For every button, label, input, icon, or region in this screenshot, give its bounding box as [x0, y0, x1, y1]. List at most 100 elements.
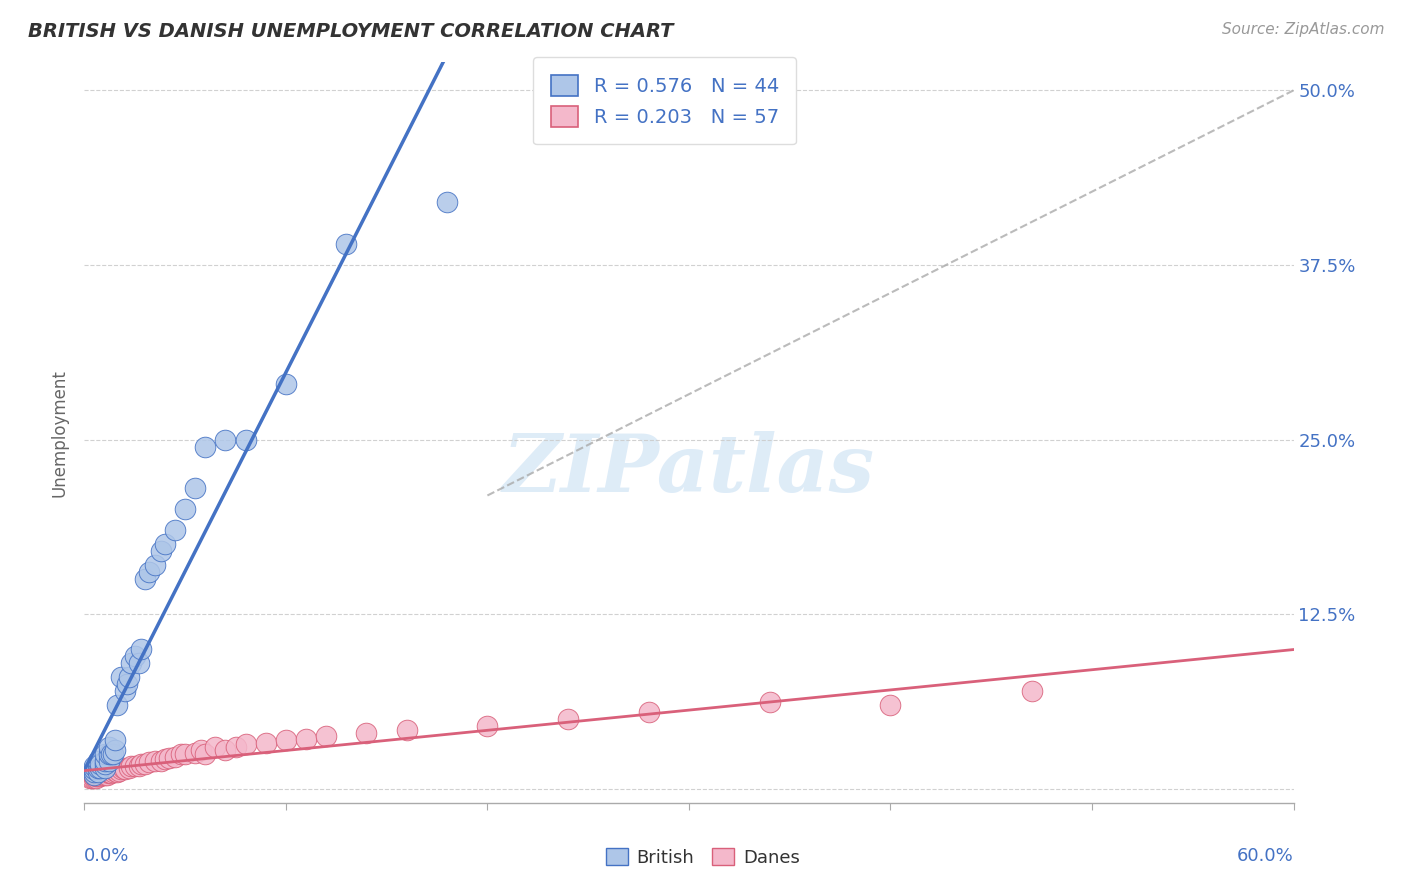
- Point: [93, 747, 115, 761]
- Point: [89, 756, 111, 771]
- Point: [165, 524, 187, 538]
- Point: [86, 771, 108, 785]
- Point: [138, 566, 160, 580]
- Point: [190, 742, 212, 756]
- Point: [225, 739, 247, 754]
- Point: [79, 771, 101, 785]
- Point: [143, 754, 166, 768]
- Point: [879, 698, 901, 712]
- Point: [86, 769, 108, 783]
- Point: [214, 742, 236, 756]
- Point: [87, 765, 110, 780]
- Point: [87, 756, 110, 771]
- Point: [138, 756, 160, 770]
- Point: [143, 558, 166, 573]
- Point: [174, 747, 197, 761]
- Point: [129, 756, 152, 771]
- Point: [153, 752, 176, 766]
- Point: [174, 502, 197, 516]
- Point: [89, 769, 111, 783]
- Point: [93, 756, 115, 771]
- Point: [114, 684, 136, 698]
- Point: [111, 761, 134, 775]
- Point: [1021, 684, 1043, 698]
- Point: [82, 771, 104, 785]
- Point: [118, 761, 141, 775]
- Point: [128, 759, 150, 773]
- Point: [83, 762, 105, 776]
- Legend: British, Danes: British, Danes: [599, 841, 807, 874]
- Point: [120, 759, 142, 773]
- Point: [149, 544, 172, 558]
- Point: [83, 765, 105, 780]
- Point: [315, 729, 337, 743]
- Point: [170, 747, 193, 761]
- Point: [194, 747, 217, 761]
- Point: [557, 712, 579, 726]
- Point: [110, 762, 132, 776]
- Point: [184, 746, 207, 760]
- Point: [93, 761, 115, 775]
- Point: [235, 433, 257, 447]
- Point: [93, 766, 115, 780]
- Point: [101, 747, 124, 761]
- Point: [149, 754, 172, 768]
- Point: [107, 764, 129, 778]
- Point: [87, 768, 110, 782]
- Point: [100, 766, 122, 780]
- Point: [104, 762, 127, 776]
- Point: [120, 656, 142, 670]
- Point: [134, 756, 156, 771]
- Point: [104, 764, 127, 778]
- Point: [110, 670, 132, 684]
- Point: [356, 726, 378, 740]
- Text: Source: ZipAtlas.com: Source: ZipAtlas.com: [1222, 22, 1385, 37]
- Text: BRITISH VS DANISH UNEMPLOYMENT CORRELATION CHART: BRITISH VS DANISH UNEMPLOYMENT CORRELATI…: [28, 22, 673, 41]
- Y-axis label: Unemployment: Unemployment: [51, 368, 69, 497]
- Text: 0.0%: 0.0%: [84, 847, 129, 865]
- Point: [100, 747, 122, 761]
- Point: [97, 766, 120, 780]
- Point: [637, 705, 659, 719]
- Point: [93, 768, 115, 782]
- Point: [395, 723, 418, 738]
- Point: [254, 736, 277, 750]
- Point: [758, 695, 780, 709]
- Point: [153, 537, 176, 551]
- Point: [157, 751, 180, 765]
- Point: [235, 737, 257, 751]
- Point: [97, 754, 120, 768]
- Point: [93, 754, 115, 768]
- Point: [83, 769, 105, 783]
- Point: [96, 768, 118, 782]
- Point: [89, 761, 111, 775]
- Point: [124, 759, 146, 773]
- Point: [134, 572, 156, 586]
- Point: [274, 376, 297, 391]
- Point: [274, 733, 297, 747]
- Point: [115, 677, 138, 691]
- Point: [204, 739, 226, 754]
- Point: [124, 649, 146, 664]
- Point: [87, 754, 110, 768]
- Point: [91, 768, 114, 782]
- Point: [214, 433, 236, 447]
- Point: [194, 440, 217, 454]
- Point: [104, 742, 127, 756]
- Point: [83, 771, 105, 785]
- Point: [104, 733, 127, 747]
- Point: [97, 739, 120, 754]
- Point: [184, 482, 207, 496]
- Point: [129, 642, 152, 657]
- Point: [83, 768, 105, 782]
- Point: [477, 719, 499, 733]
- Point: [97, 747, 120, 761]
- Point: [83, 759, 105, 773]
- Point: [105, 765, 128, 780]
- Point: [101, 765, 124, 780]
- Text: ZIPatlas: ZIPatlas: [503, 431, 875, 508]
- Point: [335, 237, 357, 252]
- Point: [114, 762, 136, 776]
- Point: [118, 670, 141, 684]
- Point: [128, 656, 150, 670]
